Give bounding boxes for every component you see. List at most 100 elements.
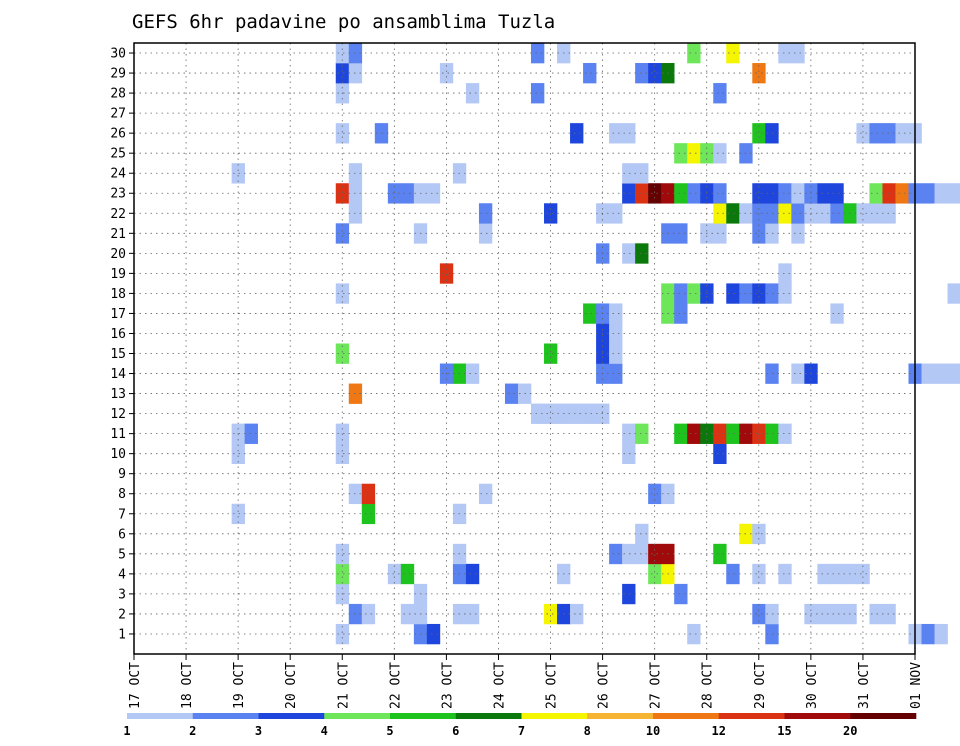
heatmap-cell [830, 183, 844, 204]
heatmap-cell [231, 163, 245, 184]
y-tick-label: 30 [110, 47, 126, 62]
y-tick-label: 11 [110, 427, 126, 442]
heatmap-cell [635, 183, 649, 204]
x-tick-label: 25 OCT [545, 662, 560, 709]
heatmap-cell [752, 123, 766, 144]
colorbar-swatch [718, 713, 785, 719]
heatmap-cell [635, 423, 649, 444]
heatmap-cell [335, 43, 350, 64]
heatmap-cell [778, 263, 792, 284]
heatmap-cell [791, 183, 805, 204]
heatmap-cell [439, 263, 454, 284]
heatmap-cell [778, 563, 792, 585]
heatmap-cell [622, 443, 636, 464]
colorbar-label: 20 [843, 724, 857, 738]
colorbar-label: 5 [386, 724, 393, 738]
heatmap-cell [531, 403, 545, 424]
heatmap-cell [752, 283, 766, 304]
heatmap-cell [778, 43, 792, 64]
colorbar-label: 2 [189, 724, 196, 738]
heatmap-cell [713, 423, 727, 444]
heatmap-cell [895, 123, 909, 144]
heatmap-cell [726, 43, 740, 64]
heatmap-cell [817, 183, 831, 204]
heatmap-cell [335, 543, 350, 565]
heatmap-cell [335, 223, 350, 244]
y-tick-label: 27 [110, 107, 126, 122]
heatmap-cell [231, 503, 245, 525]
colorbar-label: 3 [255, 724, 262, 738]
x-tick-label: 22 OCT [388, 662, 403, 709]
heatmap-cell [817, 563, 831, 585]
y-tick-label: 29 [110, 67, 126, 82]
heatmap-cell [504, 383, 519, 404]
heatmap-cell [765, 423, 779, 444]
x-tick-label: 17 OCT [128, 662, 143, 709]
y-tick-label: 28 [110, 87, 126, 102]
heatmap-cell [882, 123, 896, 144]
y-axis: 1234567891011121314151617181920212223242… [110, 47, 134, 642]
heatmap-cell [335, 563, 350, 585]
heatmap-cell [817, 203, 831, 224]
heatmap-cell [869, 603, 883, 625]
heatmap-cell [648, 183, 662, 204]
heatmap-cell [765, 203, 779, 224]
heatmap-cell [869, 203, 883, 224]
heatmap-cell [947, 283, 960, 304]
heatmap-cell [921, 183, 935, 204]
heatmap-cell [765, 363, 779, 384]
x-tick-label: 18 OCT [180, 662, 195, 709]
heatmap-cell [635, 523, 649, 545]
heatmap-cell [361, 503, 376, 525]
heatmap-cell [622, 583, 636, 605]
colorbar-label: 10 [646, 724, 660, 738]
y-tick-label: 1 [118, 627, 126, 642]
heatmap-cell [335, 623, 350, 645]
heatmap-cell [387, 563, 402, 585]
heatmap-cell [856, 203, 870, 224]
heatmap-cell [674, 143, 688, 164]
heatmap-cell [465, 83, 480, 104]
y-tick-label: 19 [110, 267, 126, 282]
heatmap-cell [426, 623, 441, 645]
heatmap-cell [674, 423, 688, 444]
heatmap-cell [335, 63, 350, 84]
heatmap-cell [674, 223, 688, 244]
heatmap-cell [648, 483, 662, 505]
heatmap-cell [609, 343, 623, 364]
heatmap-cell [830, 203, 844, 224]
y-tick-label: 18 [110, 287, 126, 302]
x-tick-label: 28 OCT [701, 662, 716, 709]
heatmap-cell [752, 603, 766, 625]
colorbar-label: 12 [712, 724, 726, 738]
heatmap-cell [244, 423, 258, 444]
heatmap-cell [635, 243, 649, 264]
heatmap-cell [583, 403, 597, 424]
y-tick-label: 10 [110, 447, 126, 462]
heatmap-cell [426, 183, 441, 204]
x-tick-label: 24 OCT [492, 662, 507, 709]
y-tick-label: 16 [110, 327, 126, 342]
heatmap-cell [687, 143, 701, 164]
heatmap-cell [830, 603, 844, 625]
heatmap-cell [622, 163, 636, 184]
heatmap-cells [231, 43, 960, 645]
heatmap-cell [895, 183, 909, 204]
heatmap-cell [830, 563, 844, 585]
heatmap-cell [635, 163, 649, 184]
heatmap-cell [648, 563, 662, 585]
heatmap-cell [830, 303, 844, 324]
heatmap-cell [609, 543, 623, 565]
y-tick-label: 2 [118, 607, 126, 622]
y-tick-label: 23 [110, 187, 126, 202]
chart-title: GEFS 6hr padavine po ansamblima Tuzla [132, 11, 555, 33]
y-tick-label: 13 [110, 387, 126, 402]
heatmap-cell [544, 603, 558, 625]
heatmap-cell [609, 323, 623, 344]
heatmap-cell [439, 63, 454, 84]
heatmap-cell [947, 183, 960, 204]
heatmap-cell [648, 63, 662, 84]
heatmap-cell [622, 243, 636, 264]
heatmap-cell [713, 223, 727, 244]
